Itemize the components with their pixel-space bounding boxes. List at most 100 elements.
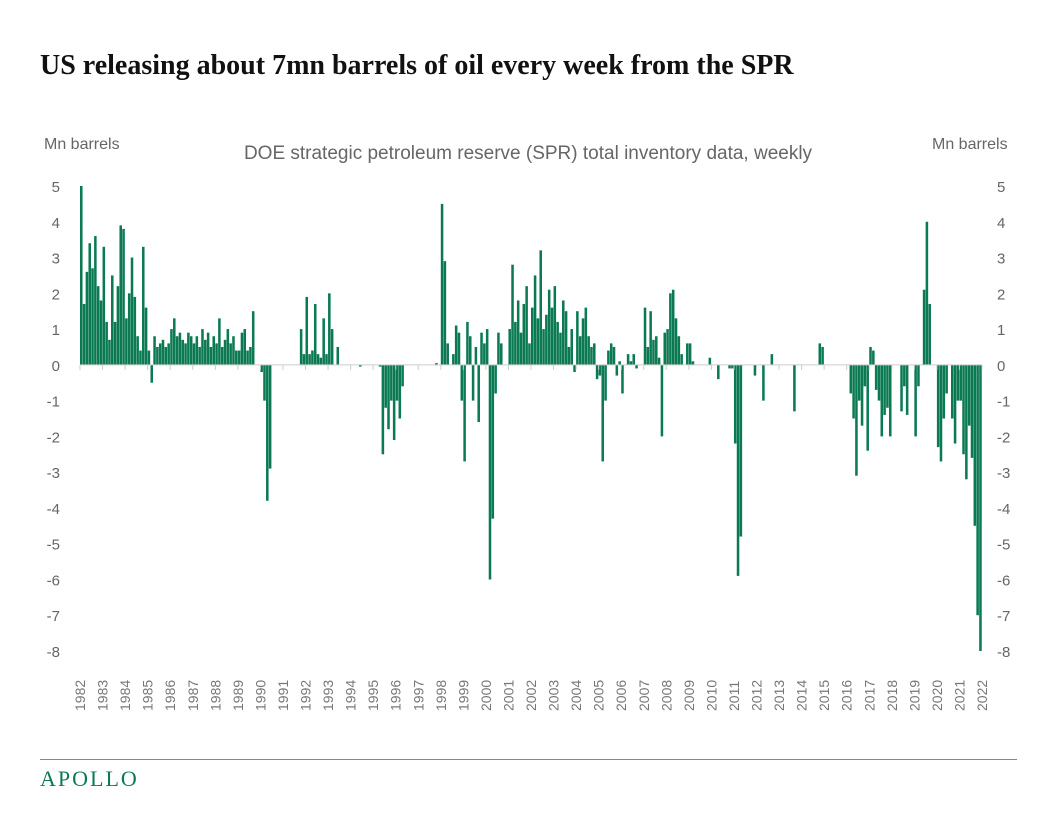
y-tick-label-left: -5 xyxy=(47,537,60,554)
bar xyxy=(237,350,241,365)
bar xyxy=(156,346,159,365)
page-title: US releasing about 7mn barrels of oil ev… xyxy=(40,50,794,81)
bar xyxy=(313,304,317,365)
x-tick-label: 1998 xyxy=(433,680,449,711)
bar xyxy=(598,364,602,376)
bar xyxy=(184,343,187,365)
y-tick-label-right: -6 xyxy=(997,572,1010,589)
y-tick-label-right: -4 xyxy=(997,501,1010,518)
bar xyxy=(559,332,562,365)
x-tick-label: 2001 xyxy=(500,680,516,711)
bar xyxy=(877,364,881,401)
y-tick-label-right: 5 xyxy=(997,179,1005,196)
y-tick-label-left: 4 xyxy=(52,215,60,232)
bar xyxy=(514,321,517,365)
bar xyxy=(226,329,230,365)
x-tick-label: 2000 xyxy=(478,680,494,711)
bar xyxy=(328,293,331,365)
bar xyxy=(220,346,224,365)
bar xyxy=(939,364,943,462)
bar xyxy=(336,346,340,365)
y-tick-label-right: -3 xyxy=(997,465,1010,482)
bar xyxy=(860,364,864,426)
bar xyxy=(657,357,661,365)
bar xyxy=(655,336,658,365)
bar xyxy=(246,350,249,365)
y-tick-label-right: -2 xyxy=(997,429,1010,446)
y-tick-label-right: 1 xyxy=(997,322,1005,339)
bar xyxy=(164,346,168,365)
bar xyxy=(584,307,588,365)
x-tick-label: 2009 xyxy=(681,680,697,711)
bar xyxy=(708,357,712,365)
bar xyxy=(494,364,497,394)
bar xyxy=(240,332,244,365)
x-tick-label: 1982 xyxy=(72,680,88,711)
bar xyxy=(192,343,196,365)
bar xyxy=(601,364,605,462)
bar xyxy=(525,286,528,365)
bar xyxy=(970,364,974,458)
bar xyxy=(547,289,551,365)
bar xyxy=(849,364,853,394)
y-tick-label-left: 1 xyxy=(52,322,60,339)
bar xyxy=(122,228,125,365)
x-tick-label: 2004 xyxy=(568,680,584,711)
bar xyxy=(471,364,475,401)
bar xyxy=(161,339,165,365)
bar xyxy=(587,336,590,365)
bar xyxy=(677,336,681,365)
bar xyxy=(105,321,108,365)
bar xyxy=(127,293,131,365)
y-tick-label-right: 2 xyxy=(997,286,1005,303)
bar xyxy=(573,364,576,372)
y-tick-label-right: -5 xyxy=(997,537,1010,554)
bar xyxy=(942,364,946,419)
bar xyxy=(359,364,362,367)
y-tick-label-right: -7 xyxy=(997,608,1010,625)
x-tick-label: 2016 xyxy=(839,680,855,711)
x-tick-label: 1990 xyxy=(252,680,268,711)
y-tick-label-right: -1 xyxy=(997,394,1010,411)
x-tick-label: 1985 xyxy=(140,680,156,711)
bar xyxy=(917,364,920,387)
bar xyxy=(516,300,520,365)
bar xyxy=(533,275,537,365)
bar xyxy=(485,329,489,365)
x-tick-label: 1992 xyxy=(298,680,314,711)
x-tick-label: 1989 xyxy=(230,680,246,711)
bar xyxy=(691,361,695,365)
bar xyxy=(914,364,917,437)
y-tick-label-right: 0 xyxy=(997,358,1005,375)
bar xyxy=(189,336,193,365)
bar xyxy=(316,354,320,365)
bar xyxy=(621,364,624,394)
bar xyxy=(125,318,128,365)
bar xyxy=(728,364,731,369)
bar xyxy=(440,203,444,365)
x-tick-label: 1986 xyxy=(162,680,178,711)
bar xyxy=(147,350,151,365)
bar xyxy=(967,364,971,426)
y-tick-label-left: -7 xyxy=(47,608,60,625)
y-axis-label-left: Mn barrels xyxy=(44,136,120,153)
bar xyxy=(590,346,593,365)
bar xyxy=(218,318,221,365)
bar xyxy=(872,350,875,365)
bar xyxy=(468,336,472,365)
bar xyxy=(305,296,309,365)
bar xyxy=(463,364,466,462)
bar xyxy=(511,264,514,365)
bar xyxy=(615,364,619,376)
bar xyxy=(299,329,303,365)
y-tick-label-left: -6 xyxy=(47,572,60,589)
bar xyxy=(570,329,573,365)
bar xyxy=(539,250,542,365)
bar xyxy=(116,286,120,365)
bar xyxy=(663,332,667,365)
x-tick-label: 2011 xyxy=(726,681,742,711)
bar xyxy=(874,364,878,390)
bar xyxy=(223,339,227,365)
bar xyxy=(626,354,630,365)
bar xyxy=(195,336,199,365)
